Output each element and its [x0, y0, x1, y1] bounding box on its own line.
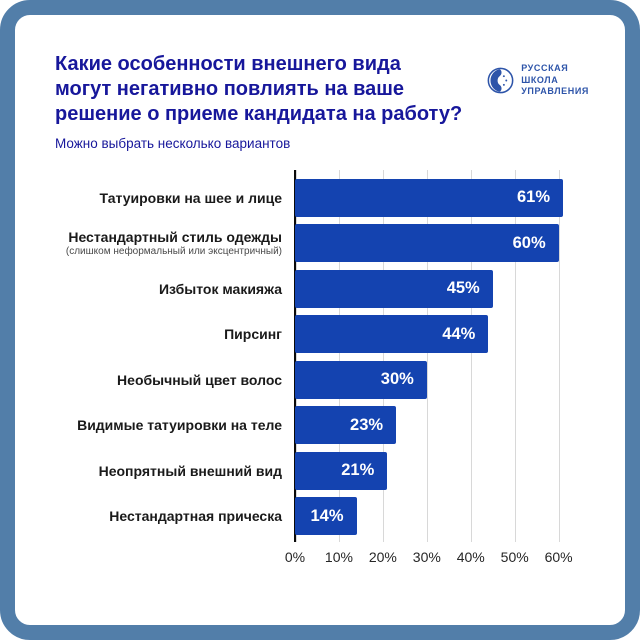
category-label-cell: Видимые татуировки на теле	[15, 417, 295, 433]
bar: 30%	[295, 360, 427, 399]
x-tick-label: 20%	[368, 549, 397, 565]
bar: 23%	[295, 406, 397, 445]
category-label: Избыток макияжа	[158, 280, 282, 297]
category-label: Необычный цвет волос	[117, 371, 282, 388]
header: Какие особенности внешнего вида могут не…	[15, 15, 625, 151]
chart-rows: Татуировки на шее и лице 61% Нестандартн…	[15, 175, 585, 539]
bar-value-label: 60%	[512, 233, 546, 252]
chart-row: Избыток макияжа 45%	[15, 266, 585, 312]
title-line-1: Какие особенности внешнего вида	[55, 53, 401, 75]
bar-track: 21%	[295, 448, 585, 494]
x-tick-label: 0%	[284, 549, 306, 565]
x-tick-label: 10%	[324, 549, 353, 565]
category-label: Нестандартная прическа	[109, 508, 282, 525]
bar-value-label: 61%	[516, 188, 551, 207]
bar-value-label: 30%	[380, 370, 414, 389]
gridline	[426, 170, 429, 542]
chart-row: Нестандартный стиль одежды (слишком нефо…	[15, 221, 585, 267]
category-label-cell: Пирсинг	[15, 326, 295, 342]
category-label: Пирсинг	[224, 326, 282, 343]
category-sublabel: (слишком неформальный или эксцентричный)	[65, 245, 282, 257]
x-tick-label: 60%	[544, 549, 573, 565]
gridline	[382, 170, 385, 542]
bar-track: 60%	[295, 221, 585, 267]
category-label-cell: Необычный цвет волос	[15, 372, 295, 388]
chart-row: Пирсинг 44%	[15, 312, 585, 358]
bar-value-label: 21%	[341, 461, 375, 480]
category-label: Нестандартный стиль одежды	[68, 228, 282, 245]
bar-track: 23%	[295, 403, 585, 449]
x-tick-label: 30%	[412, 549, 441, 565]
bar: 61%	[295, 178, 564, 217]
y-axis-line	[294, 170, 296, 542]
category-label: Татуировки на шее и лице	[99, 189, 282, 206]
category-label-cell: Избыток макияжа	[15, 281, 295, 297]
gridline	[338, 170, 341, 542]
title-line-2: могут негативно повлиять на ваше	[55, 78, 405, 100]
bar-value-label: 14%	[310, 506, 344, 525]
bar-value-label: 23%	[350, 415, 384, 434]
x-axis: 0% 10% 20% 30% 40% 50% 60%	[285, 539, 585, 575]
bar-track: 61%	[295, 175, 585, 221]
x-tick-label: 40%	[456, 549, 485, 565]
chart-row: Татуировки на шее и лице 61%	[15, 175, 585, 221]
logo-line-2: ШКОЛА	[521, 74, 559, 85]
category-label-cell: Неопрятный внешний вид	[15, 463, 295, 479]
chart-row: Видимые татуировки на теле 23%	[15, 403, 585, 449]
bar-track: 45%	[295, 266, 585, 312]
subtitle: Можно выбрать несколько вариантов	[55, 136, 291, 151]
chart-row: Нестандартная прическа 14%	[15, 494, 585, 540]
bar: 60%	[295, 224, 559, 263]
category-label-cell: Татуировки на шее и лице	[15, 190, 295, 206]
chart-row: Необычный цвет волос 30%	[15, 357, 585, 403]
gridline	[558, 170, 561, 542]
rsu-face-globe-icon	[487, 67, 514, 94]
logo-text: РУССКАЯ ШКОЛА УПРАВЛЕНИЯ	[521, 63, 589, 98]
bar-track: 14%	[295, 494, 585, 540]
category-label: Неопрятный внешний вид	[98, 462, 282, 479]
bar: 14%	[295, 497, 357, 536]
chart-row: Неопрятный внешний вид 21%	[15, 448, 585, 494]
logo-line-3: УПРАВЛЕНИЯ	[521, 86, 589, 96]
bar-chart: Татуировки на шее и лице 61% Нестандартн…	[15, 170, 625, 575]
chart-plot-area: Татуировки на шее и лице 61% Нестандартн…	[15, 170, 585, 542]
x-tick-label: 50%	[500, 549, 529, 565]
title-line-3: решение о приеме кандидата на работу?	[55, 103, 463, 125]
bar: 21%	[295, 451, 388, 490]
bar-track: 44%	[295, 312, 585, 358]
company-logo: РУССКАЯ ШКОЛА УПРАВЛЕНИЯ	[487, 63, 589, 98]
bar-track: 30%	[295, 357, 585, 403]
bar-value-label: 45%	[446, 279, 480, 298]
gridline	[470, 170, 473, 542]
bar: 45%	[295, 269, 493, 308]
bar: 44%	[295, 315, 489, 354]
gridline	[514, 170, 517, 542]
category-label: Видимые татуировки на теле	[77, 417, 282, 434]
category-label-cell: Нестандартный стиль одежды (слишком нефо…	[15, 229, 295, 258]
bar-value-label: 44%	[442, 324, 476, 343]
category-label-cell: Нестандартная прическа	[15, 508, 295, 524]
page-title: Какие особенности внешнего вида могут не…	[55, 52, 485, 127]
logo-line-1: РУССКАЯ	[521, 63, 569, 73]
